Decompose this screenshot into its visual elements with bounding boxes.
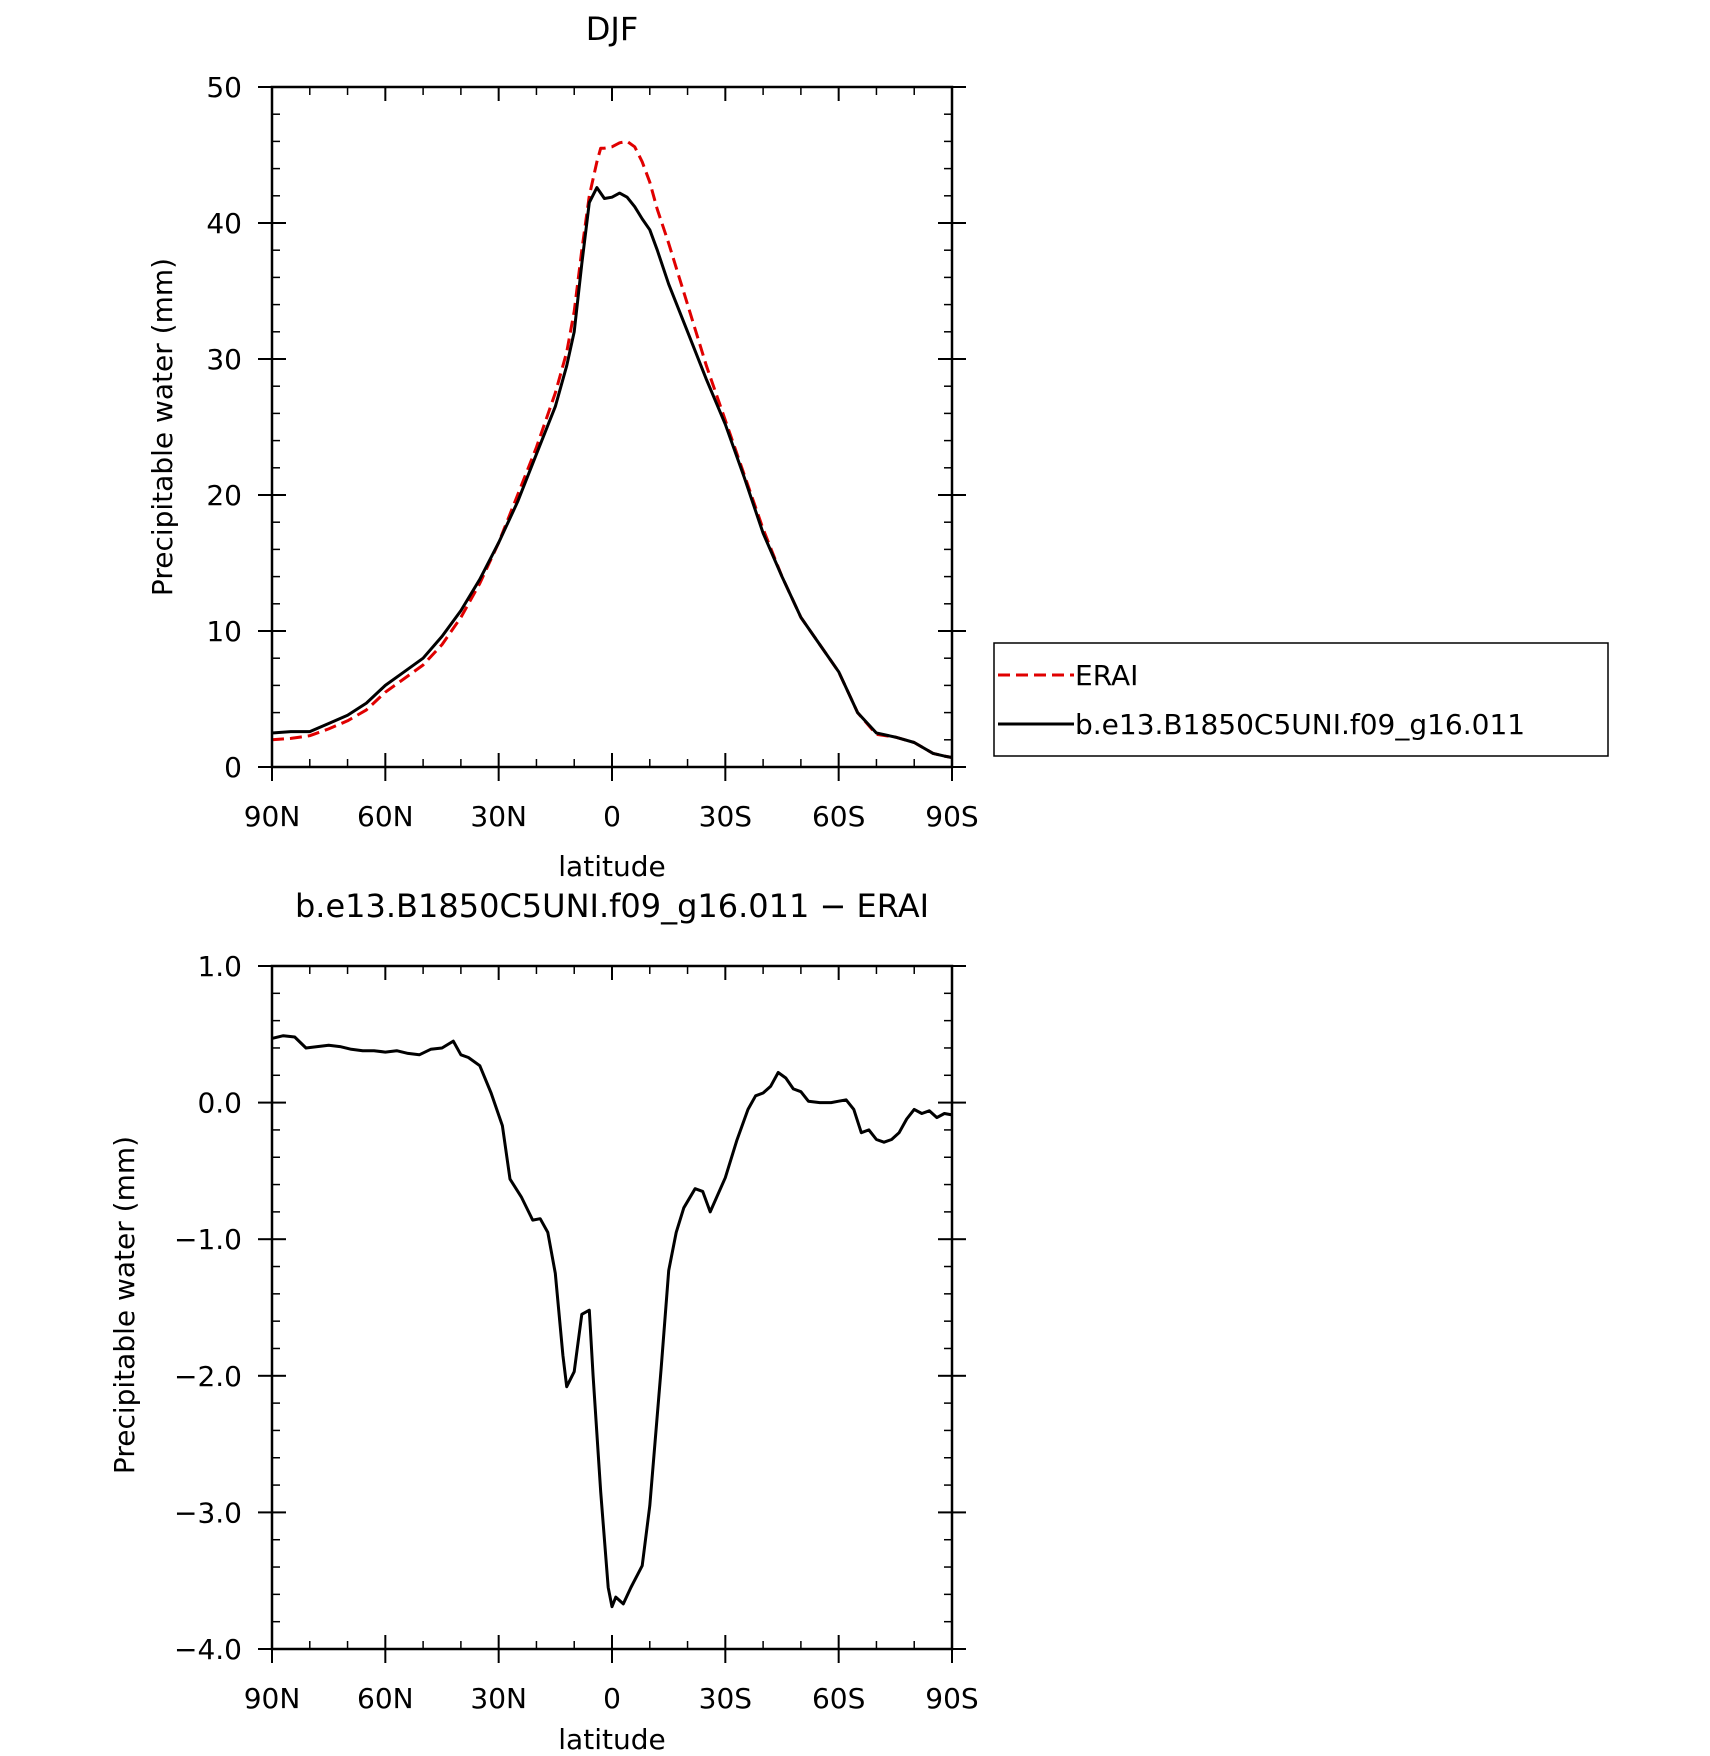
legend-label-model: b.e13.B1850C5UNI.f09_g16.011	[1075, 708, 1525, 741]
bottom-plot-frame	[270, 964, 954, 1651]
x-tick-label: 0	[603, 1682, 621, 1715]
x-tick-label: 90S	[925, 1682, 978, 1715]
x-tick-label: 30S	[699, 800, 752, 833]
series-line-erai	[271, 139, 953, 759]
top-tick-labels: 90N 60N 30N 0 30S 60S 90S 0 10 20 30 40 50	[206, 71, 978, 833]
x-tick-label: 60N	[357, 800, 414, 833]
x-tick-label: 30N	[470, 1682, 527, 1715]
difference-series-line	[271, 1034, 953, 1609]
bottom-x-axis-title: latitude	[558, 1723, 665, 1756]
bottom-tick-labels: 90N 60N 30N 0 30S 60S 90S 1.0 0.0 −1.0 −2.0 −3.0 −4.…	[174, 950, 979, 1715]
legend: ERAI b.e13.B1850C5UNI.f09_g16.011	[993, 642, 1609, 757]
top-y-axis-title: Precipitable water (mm)	[146, 258, 179, 596]
x-tick-label: 90N	[244, 800, 301, 833]
top-x-axis-title: latitude	[558, 850, 665, 883]
legend-label-erai: ERAI	[1075, 659, 1138, 692]
bottom-y-axis-title: Precipitable water (mm)	[108, 1136, 141, 1474]
x-tick-label: 0	[603, 800, 621, 833]
x-tick-label: 90S	[925, 800, 978, 833]
top-title: DJF	[586, 10, 638, 48]
y-tick-label: 30	[206, 343, 242, 376]
bottom-title: b.e13.B1850C5UNI.f09_g16.011 − ERAI	[295, 887, 929, 925]
y-tick-label: 0	[224, 751, 242, 784]
y-tick-label: −3.0	[174, 1496, 242, 1529]
y-tick-label: 50	[206, 71, 242, 104]
series-line-b-e13-b1850c5uni-f09-g16-011	[271, 186, 953, 759]
y-tick-label: 0.0	[197, 1087, 242, 1120]
x-tick-label: 60S	[812, 800, 865, 833]
y-tick-label: 1.0	[197, 950, 242, 983]
y-tick-label: 40	[206, 207, 242, 240]
x-tick-label: 30N	[470, 800, 527, 833]
y-tick-label: −4.0	[174, 1633, 242, 1666]
top-tick-marks	[258, 86, 966, 781]
y-tick-label: −2.0	[174, 1360, 242, 1393]
x-tick-label: 30S	[699, 1682, 752, 1715]
x-tick-label: 90N	[244, 1682, 301, 1715]
bottom-tick-marks	[258, 965, 966, 1663]
y-tick-label: 20	[206, 479, 242, 512]
bottom-series-lines	[271, 1034, 953, 1609]
top-panel: DJF 90N 60N 30N 0 30S 60S 90S 0 10 20 30 40 50 latit…	[146, 10, 1609, 883]
top-series-lines	[271, 139, 953, 759]
x-tick-label: 60N	[357, 1682, 414, 1715]
y-tick-label: 10	[206, 615, 242, 648]
y-tick-label: −1.0	[174, 1223, 242, 1256]
x-tick-label: 60S	[812, 1682, 865, 1715]
bottom-panel: b.e13.B1850C5UNI.f09_g16.011 − ERAI 90N 6…	[108, 887, 979, 1756]
top-plot-frame	[270, 85, 954, 769]
legend-box	[993, 642, 1609, 757]
